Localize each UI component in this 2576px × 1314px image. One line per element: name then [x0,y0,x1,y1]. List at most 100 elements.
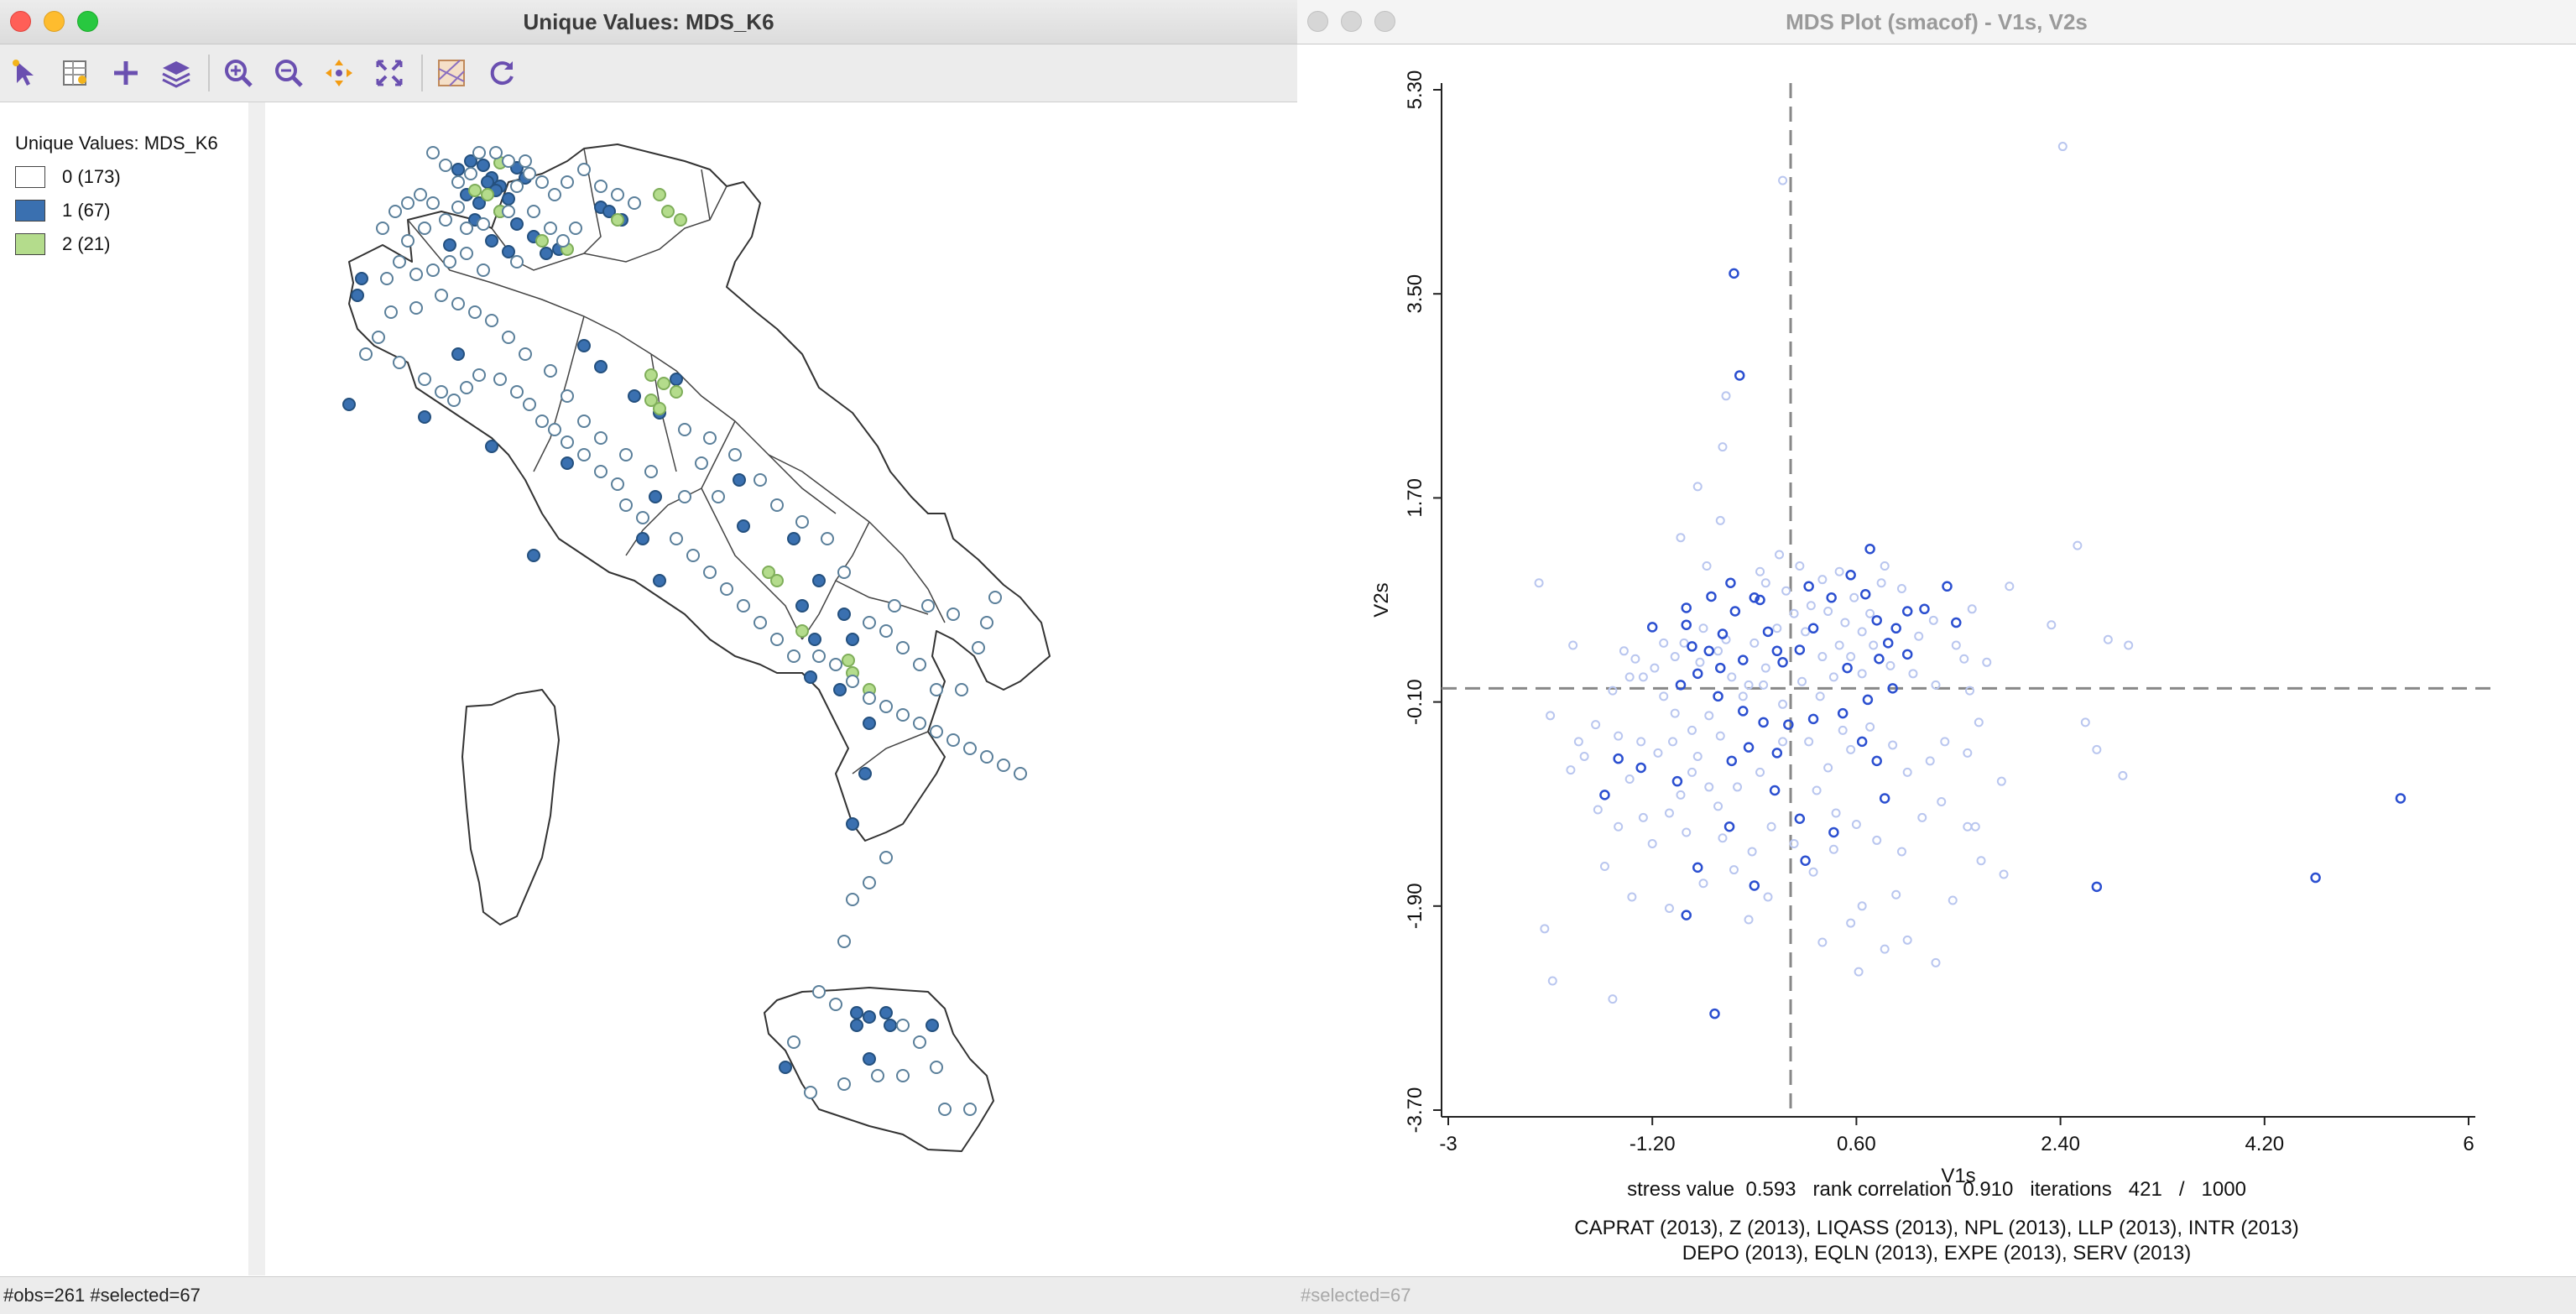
map-location-marker[interactable] [737,519,750,533]
map-location-marker[interactable] [418,373,431,386]
scatter-point-selected[interactable] [1738,654,1749,665]
scatter-point-unselected[interactable] [1857,669,1867,679]
table-icon[interactable] [57,55,94,91]
map-location-marker[interactable] [846,893,859,906]
scatter-point-unselected[interactable] [1676,533,1686,543]
map-location-marker[interactable] [439,159,452,172]
scatter-point-unselected[interactable] [1828,844,1838,854]
scatter-point-selected[interactable] [1681,910,1692,920]
scatter-point-unselected[interactable] [1778,737,1788,747]
map-location-marker[interactable] [468,305,482,319]
map-location-marker[interactable] [980,616,993,629]
scatter-point-selected[interactable] [1901,649,1913,660]
scatter-point-selected[interactable] [1871,615,1882,626]
scatter-point-unselected[interactable] [1718,833,1728,843]
map-location-marker[interactable] [481,188,494,201]
scatter-point-unselected[interactable] [1715,515,1725,525]
scatter-point-unselected[interactable] [1624,774,1635,784]
scatter-point-unselected[interactable] [1880,561,1890,571]
scatter-point-selected[interactable] [1709,1008,1720,1019]
map-location-marker[interactable] [519,347,532,361]
scatter-point-selected[interactable] [1887,683,1898,694]
map-location-marker[interactable] [376,222,389,235]
map-location-marker[interactable] [879,624,893,638]
scatter-point-unselected[interactable] [1902,767,1912,777]
map-location-marker[interactable] [409,268,423,281]
map-location-marker[interactable] [342,398,356,411]
scatter-point-unselected[interactable] [1817,937,1828,947]
map-location-marker[interactable] [544,222,557,235]
legend-item-0[interactable]: 0 (173) [15,166,121,188]
map-location-marker[interactable] [472,196,486,210]
scatter-point-selected[interactable] [1749,880,1760,891]
scatter-point-unselected[interactable] [1817,652,1828,662]
map-location-marker[interactable] [678,490,691,503]
scatter-point-selected[interactable] [1807,713,1819,725]
map-location-marker[interactable] [594,465,607,478]
scatter-point-unselected[interactable] [1804,737,1814,747]
scatter-point-unselected[interactable] [1659,691,1669,701]
scatter-point-unselected[interactable] [1908,669,1918,679]
map-location-marker[interactable] [963,742,977,755]
map-location-marker[interactable] [728,448,742,461]
scatter-point-selected[interactable] [1845,570,1856,581]
scatter-point-unselected[interactable] [1766,821,1776,832]
scatter-point-selected[interactable] [1879,793,1890,804]
map-location-marker[interactable] [812,985,826,999]
scatter-point-unselected[interactable] [1846,652,1856,662]
scatter-point-selected[interactable] [1777,657,1788,668]
scatter-point-unselected[interactable] [1664,904,1674,914]
map-location-marker[interactable] [485,440,498,453]
scatter-point-unselected[interactable] [1999,869,2009,879]
map-location-marker[interactable] [493,373,507,386]
scatter-point-unselected[interactable] [1846,918,1856,928]
scatter-point-unselected[interactable] [1970,821,1980,832]
map-location-marker[interactable] [913,1035,926,1049]
map-location-marker[interactable] [594,360,607,373]
scatter-point-unselected[interactable] [1744,680,1754,690]
scatter-point-unselected[interactable] [1713,646,1723,656]
map-location-marker[interactable] [863,717,876,730]
map-location-marker[interactable] [888,599,901,613]
map-location-marker[interactable] [372,331,385,344]
basemap-icon[interactable] [433,55,470,91]
map-location-marker[interactable] [653,402,666,415]
scatter-point-unselected[interactable] [1698,623,1708,634]
scatter-point-unselected[interactable] [1976,856,1986,866]
map-location-marker[interactable] [594,180,607,193]
scatter-point-selected[interactable] [1715,662,1726,674]
map-location-marker[interactable] [842,654,855,667]
scatter-point-unselected[interactable] [2005,581,2015,592]
map-location-marker[interactable] [447,394,461,407]
scatter-point-selected[interactable] [1837,707,1849,719]
layers-icon[interactable] [158,55,195,91]
scatter-point-selected[interactable] [1692,862,1703,873]
scatter-point-unselected[interactable] [1747,847,1757,857]
map-location-marker[interactable] [380,272,394,285]
scatter-point-unselected[interactable] [1624,672,1635,682]
map-location-marker[interactable] [426,263,440,277]
scatter-point-unselected[interactable] [1593,805,1603,815]
scatter-point-selected[interactable] [1828,826,1839,838]
map-location-marker[interactable] [896,708,910,722]
map-location-marker[interactable] [359,347,373,361]
scatter-point-unselected[interactable] [1573,737,1583,747]
scatter-point-selected[interactable] [1856,736,1868,748]
scatter-point-selected[interactable] [1800,855,1811,867]
map-location-marker[interactable] [401,196,415,210]
scatter-point-unselected[interactable] [1823,763,1833,773]
scatter-point-unselected[interactable] [1627,892,1637,902]
scatter-point-unselected[interactable] [1692,751,1703,761]
map-location-marker[interactable] [519,154,532,168]
scatter-point-selected[interactable] [1890,623,1901,634]
map-location-marker[interactable] [548,423,561,436]
map-location-marker[interactable] [460,222,473,235]
map-location-marker[interactable] [930,683,943,696]
map-location-marker[interactable] [896,641,910,654]
scatter-point-unselected[interactable] [1865,722,1875,732]
map-location-marker[interactable] [502,205,515,218]
scatter-point-unselected[interactable] [1808,867,1818,877]
map-location-marker[interactable] [649,490,662,503]
map-location-marker[interactable] [670,385,683,399]
scatter-point-unselected[interactable] [1733,782,1743,792]
